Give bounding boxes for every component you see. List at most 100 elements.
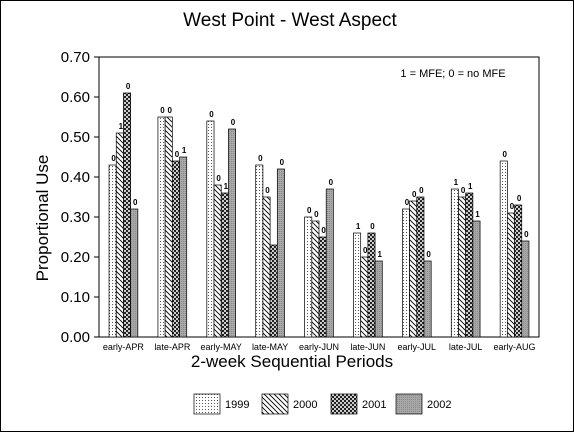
x-tick-label: early-JUL [398,342,437,352]
y-axis-label: Proportional Use [33,155,52,282]
bar [115,132,124,338]
mfe-annotation: 1 = MFE; 0 = no MFE [400,68,505,80]
x-tick-label: late-JUL [449,342,483,352]
bar-data-label: 1 [356,222,361,231]
bar-data-label: 0 [510,202,515,211]
bar-data-label: 0 [231,118,236,127]
bar [465,192,474,338]
bar [220,192,229,338]
bar-data-label: 0 [168,106,173,115]
bar-data-label: 0 [461,186,466,195]
chart-title: West Point - West Aspect [183,10,397,31]
bar-data-label: 0 [419,186,424,195]
bar [269,244,278,338]
y-tick-label: 0.20 [61,249,90,266]
legend-swatch [395,393,423,415]
bar-data-label: 0 [280,158,285,167]
bar [514,204,523,338]
y-tick-label: 0.60 [61,89,90,106]
bar-data-label: 1 [475,210,480,219]
bar-data-label: 0 [426,250,431,259]
bar-data-label: 0 [412,190,417,199]
bar-data-label: 1 [224,182,229,191]
bar-data-label: 0 [524,230,529,239]
bar [228,128,236,338]
bar [458,196,467,338]
x-tick-label: late-JUN [350,342,385,352]
bar-data-label: 0 [126,82,131,91]
y-tick-label: 0.30 [61,209,90,226]
y-tick-label: 0.50 [61,129,90,146]
bar-data-label: 0 [258,154,263,163]
y-tick-label: 0.40 [61,169,90,186]
bar [123,92,131,338]
x-tick-label: late-MAY [252,342,288,352]
bar [206,120,215,338]
bar [499,160,508,338]
bar [262,196,271,338]
bar [179,156,188,338]
x-tick-label: early-MAY [201,342,242,352]
bar-data-label: 0 [517,194,522,203]
bar-data-label: 0 [160,106,165,115]
x-tick-label: early-JUN [299,342,339,352]
bar [353,232,362,338]
bar [255,164,264,338]
bar-data-label: 0 [133,198,138,207]
y-tick-label: 0.10 [61,289,90,306]
bar-data-label: 0 [175,150,180,159]
bar [276,168,285,338]
x-tick-label: early-AUG [494,342,536,352]
bar [325,188,334,338]
legend-label: 2000 [293,399,317,411]
bar-data-label: 0 [314,210,319,219]
bar [409,200,418,338]
y-tick-label: 0.70 [61,49,90,66]
bar [423,260,432,338]
bar [472,220,481,338]
bar [402,208,410,338]
bar [360,256,369,338]
bar-data-label: 0 [405,198,410,207]
bar-data-label: 0 [329,178,334,187]
bar-data-label: 0 [503,150,508,159]
legend-swatch [261,393,289,415]
bar-data-label: 1 [119,122,124,131]
bar-data-label: 0 [209,110,214,119]
legend-label: 2001 [362,399,386,411]
bar [108,164,117,338]
bar-data-label: 0 [216,174,221,183]
bar [164,116,173,338]
legend-label: 1999 [225,399,249,411]
x-tick-label: late-APR [154,342,191,352]
bar-data-label: 0 [265,186,270,195]
bar [416,196,425,338]
bar [157,116,166,338]
bar [374,260,383,338]
plot-area: 0.000.100.200.300.400.500.600.700100earl… [61,49,540,352]
bar [507,212,515,338]
bar-data-label: 1 [454,178,459,187]
bar-data-label: 0 [370,222,375,231]
bar [311,220,320,338]
bar [304,216,313,338]
bar-data-label: 0 [111,154,116,163]
bar-data-label: 0 [321,226,326,235]
bar [367,232,376,338]
bar [521,240,530,338]
legend-label: 2002 [427,399,451,411]
bar [318,236,327,338]
bar [450,188,459,338]
bar [171,160,180,338]
bar-data-label: 1 [468,182,473,191]
legend-swatch [193,393,221,415]
y-tick-label: 0.00 [61,329,90,346]
bar-data-label: 1 [182,146,187,155]
bar [130,208,139,338]
bar [213,184,222,338]
legend: 1999 2000 2001 2002 [193,393,451,415]
x-tick-label: early-APR [103,342,145,352]
x-axis-label: 2-week Sequential Periods [191,352,393,371]
